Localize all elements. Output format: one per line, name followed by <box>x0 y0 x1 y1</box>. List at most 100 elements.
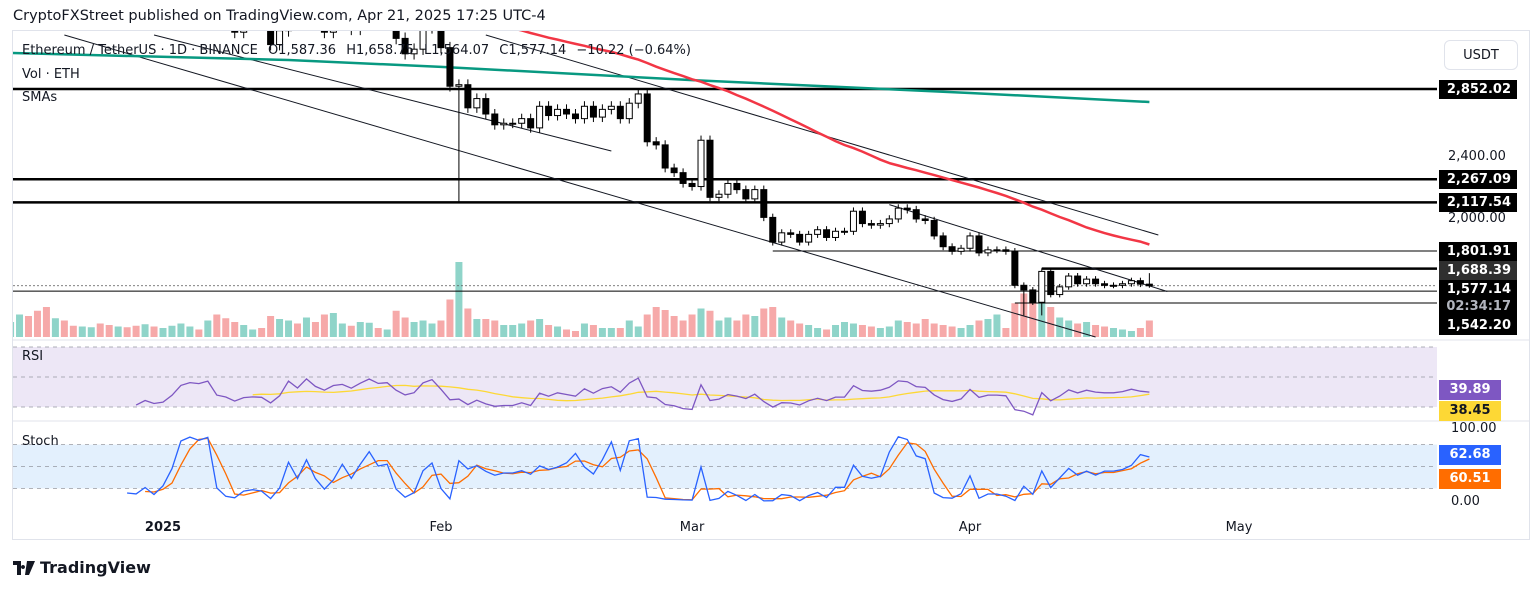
volume-bar <box>437 320 445 337</box>
candle <box>142 0 148 18</box>
candle <box>849 207 857 235</box>
candle <box>1065 273 1073 290</box>
candle-body <box>1065 275 1073 288</box>
ohlc-open: O1,587.36 <box>267 43 337 58</box>
volume-bar <box>814 328 822 337</box>
candle-body <box>357 17 363 29</box>
candle <box>858 207 866 228</box>
candle-body <box>240 31 248 33</box>
candle-body <box>1038 270 1046 303</box>
candle-body <box>79 1 85 21</box>
candle-body <box>921 218 929 221</box>
ohlc-high: H1,658.75 <box>346 43 414 58</box>
candle <box>70 9 76 27</box>
candle <box>670 163 678 177</box>
candle-body <box>527 118 535 129</box>
volume-bar <box>706 310 714 337</box>
candle <box>527 113 535 133</box>
trendline <box>153 34 612 152</box>
volume-bar <box>733 320 741 337</box>
candle-body <box>885 218 893 225</box>
volume-bar <box>24 316 32 337</box>
candle-body <box>259 23 265 25</box>
candle-body <box>61 0 67 15</box>
volume-bar <box>141 324 149 337</box>
volume-bar <box>867 326 875 337</box>
candle <box>769 213 777 246</box>
price-level-label: 2,267.09 <box>1439 170 1517 190</box>
candle-body <box>133 11 139 13</box>
candle <box>545 101 553 121</box>
volume-bar <box>939 325 947 337</box>
volume-bar <box>285 320 293 337</box>
volume-bar <box>222 318 230 337</box>
volume-bar <box>930 323 938 337</box>
candle-body <box>491 113 499 126</box>
candle <box>760 185 768 222</box>
candle-body <box>849 210 857 232</box>
time-axis-label: Feb <box>429 520 453 535</box>
candle <box>401 32 409 60</box>
volume-bar <box>849 323 857 337</box>
volume-bar <box>33 310 41 337</box>
candle-body <box>840 230 848 233</box>
volume-bar <box>885 326 893 337</box>
candle-body <box>948 246 956 252</box>
candle-body <box>993 249 1001 252</box>
volume-bar <box>589 325 597 337</box>
candle-body <box>43 0 49 1</box>
smas-legend[interactable]: SMAs <box>22 90 58 105</box>
volume-bar <box>455 262 463 337</box>
candle <box>375 0 381 24</box>
volume-bar <box>132 325 140 337</box>
brand-name: TradingView <box>40 558 151 577</box>
candle <box>350 31 352 36</box>
candle <box>1136 277 1144 288</box>
symbol-legend[interactable]: Ethereum / TetherUS · 1D · BINANCE O1,58… <box>22 43 697 58</box>
candle <box>571 109 579 124</box>
volume-bar <box>473 319 481 337</box>
volume-bar <box>778 317 786 337</box>
candle-body <box>966 235 974 249</box>
stoch-legend[interactable]: Stoch <box>22 434 59 449</box>
volume-bar <box>491 320 499 337</box>
candle <box>643 88 651 147</box>
candle-body <box>760 189 768 218</box>
volume-bar <box>1110 328 1118 337</box>
candle <box>88 0 94 8</box>
candle-body <box>536 105 544 129</box>
volume-bar <box>311 322 319 337</box>
candle <box>178 0 184 3</box>
candle-body <box>814 229 822 235</box>
candle <box>589 101 597 123</box>
stoch-pane <box>127 436 1150 502</box>
volume-bar <box>231 322 239 337</box>
candle-body <box>796 233 804 243</box>
candle <box>625 98 633 124</box>
symbol-name[interactable]: Ethereum / TetherUS · 1D · BINANCE <box>22 43 258 58</box>
candle-body <box>894 207 902 220</box>
volume-bar <box>1038 299 1046 337</box>
candle-body <box>285 31 293 32</box>
candle-body <box>115 6 121 15</box>
sma200-line <box>13 51 1150 104</box>
volume-bar <box>742 314 750 337</box>
volume-legend[interactable]: Vol · ETH <box>22 67 80 82</box>
price-tick: 2,400.00 <box>1448 149 1506 164</box>
volume-bar <box>410 322 418 337</box>
tradingview-brand[interactable]: TradingView <box>13 558 151 577</box>
candle <box>1092 276 1100 287</box>
currency-button[interactable]: USDT <box>1444 40 1518 70</box>
ohlc-change: −10.22 (−0.64%) <box>576 43 691 58</box>
price-level-label: 1,542.20 <box>1439 316 1517 336</box>
volume-bar <box>751 316 759 337</box>
candle-body <box>151 1 157 15</box>
candle <box>993 246 1001 254</box>
volume-bar <box>903 322 911 337</box>
candle-body <box>419 31 427 50</box>
price-level-label: 1,577.14 <box>1439 280 1517 300</box>
candle-body <box>1020 284 1028 291</box>
rsi-legend[interactable]: RSI <box>22 349 44 364</box>
